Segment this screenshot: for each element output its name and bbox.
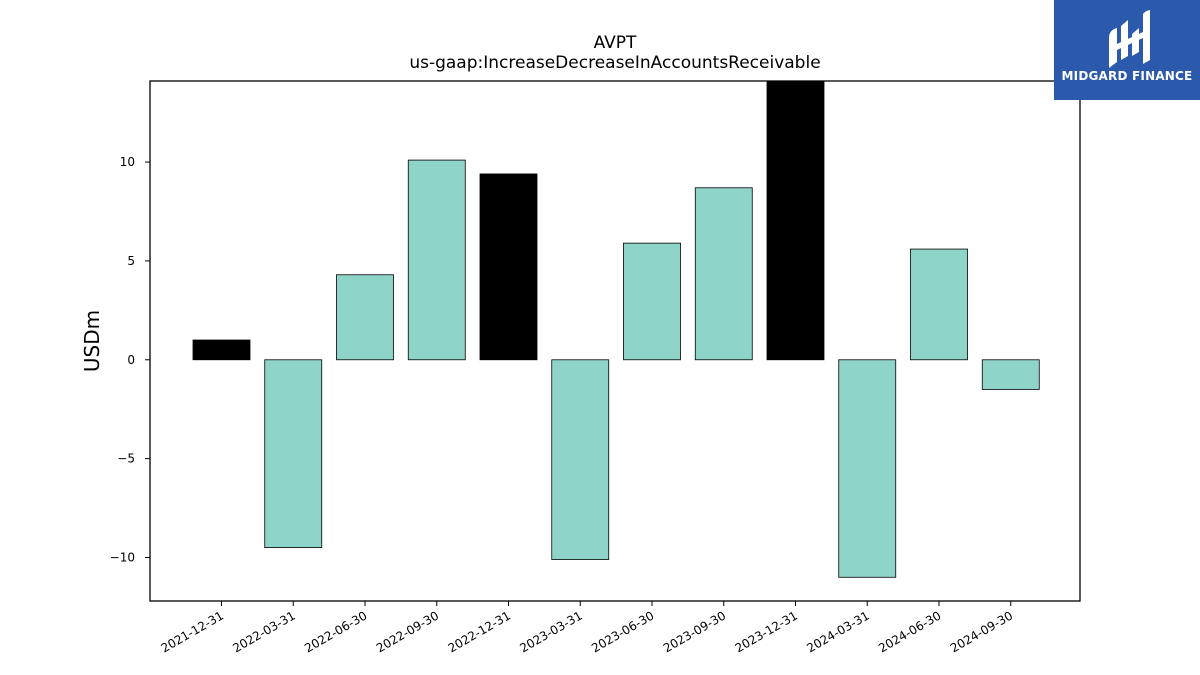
y-axis: −10 −5 0 5 10 [110,155,150,565]
y-tick-label: 10 [120,155,135,169]
x-tick-label: 2022-03-31 [230,608,297,655]
chart-subtitle: us-gaap:IncreaseDecreaseInAccountsReceiv… [409,53,820,73]
bar-2024-09-30 [981,359,1040,390]
y-tick-label: 5 [127,254,135,268]
x-tick-label: 2023-12-31 [733,608,800,655]
x-tick-label: 2024-09-30 [948,608,1015,655]
y-tick-label: 0 [127,353,135,367]
bar-2023-03-31 [551,359,610,560]
x-tick-label: 2021-12-31 [159,608,226,655]
bar-2022-12-31 [479,173,538,361]
plot-frame [149,80,1081,602]
bar-2023-06-30 [623,242,681,361]
bar-2023-12-31 [766,80,825,361]
bar-2024-06-30 [910,248,968,361]
y-tick-label: −10 [110,551,135,565]
chart-title: AVPT [594,33,637,53]
x-tick-label: 2023-06-30 [589,608,656,655]
x-tick-label: 2024-03-31 [804,608,871,655]
bar-2021-12-31 [192,339,251,361]
y-axis-label: USDm [80,310,104,372]
bars-group [192,80,1040,578]
bar-2022-03-31 [264,359,323,549]
bar-2023-09-30 [694,187,753,361]
logo-text: MIDGARD FINANCE [1061,69,1193,83]
bar-2024-03-31 [838,359,897,578]
x-tick-label: 2022-06-30 [302,608,369,655]
x-tick-label: 2022-12-31 [446,608,513,655]
x-tick-label: 2023-03-31 [517,608,584,655]
bar-2022-09-30 [407,159,466,361]
y-tick-label: −5 [117,452,135,466]
x-tick-label: 2023-09-30 [661,608,728,655]
x-axis: 2021-12-31 2022-03-31 2022-06-30 2022-09-30… [159,601,1015,655]
bar-2022-06-30 [336,274,394,361]
x-tick-label: 2022-09-30 [374,608,441,655]
midgard-logo-icon [1109,10,1150,68]
x-tick-label: 2024-06-30 [876,608,943,655]
brand-logo: MIDGARD FINANCE [1054,0,1200,100]
